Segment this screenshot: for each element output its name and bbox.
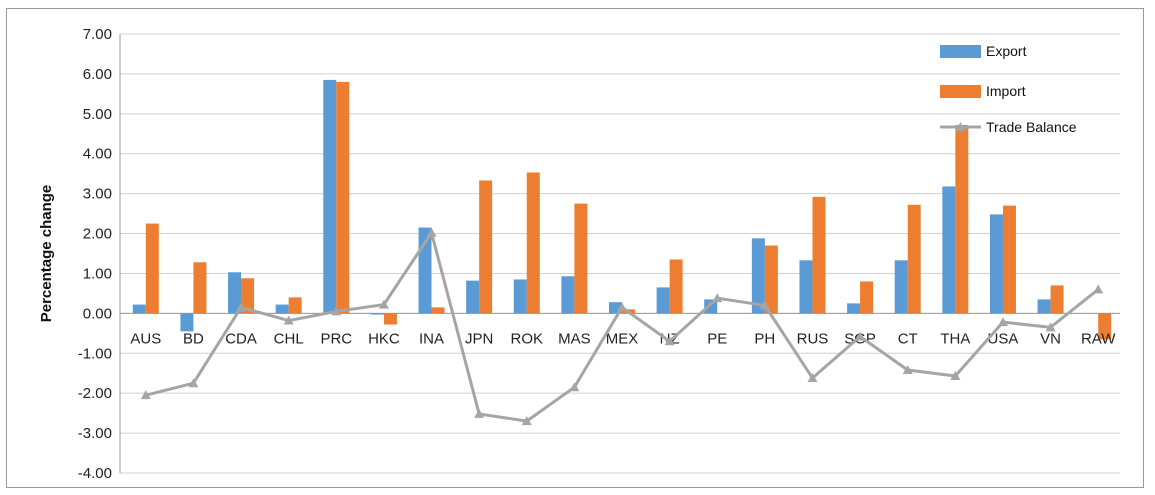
bar-export xyxy=(942,186,956,314)
bar-import xyxy=(907,204,921,314)
x-tick-label: MAS xyxy=(558,330,591,347)
trade-balance-marker xyxy=(331,306,342,316)
bar-import xyxy=(383,313,397,325)
y-tick-label: -1.00 xyxy=(78,345,112,362)
bar-import xyxy=(431,307,445,314)
x-tick-label: MEX xyxy=(606,330,639,347)
bar-import xyxy=(812,196,826,314)
x-tick-label: CHL xyxy=(274,330,304,347)
y-tick-label: -3.00 xyxy=(78,425,112,442)
x-tick-label: HKC xyxy=(368,330,400,347)
x-tick-label: ROK xyxy=(511,330,544,347)
bar-export xyxy=(894,260,908,314)
x-tick-label: BD xyxy=(183,330,204,347)
y-tick-label: 7.00 xyxy=(83,26,112,43)
trade-balance-marker xyxy=(140,390,151,400)
bar-export xyxy=(180,313,194,332)
bar-export xyxy=(1037,299,1051,314)
x-tick-label: INA xyxy=(419,330,444,347)
bar-import xyxy=(955,124,969,314)
x-tick-label: USA xyxy=(988,330,1019,347)
bar-export xyxy=(513,279,527,314)
y-tick-label: 3.00 xyxy=(83,186,112,203)
bar-import xyxy=(1050,285,1064,314)
bar-import xyxy=(860,281,874,314)
bar-export xyxy=(799,260,813,314)
bar-import xyxy=(1002,205,1016,314)
bar-export xyxy=(466,280,480,314)
x-tick-label: AUS xyxy=(130,330,161,347)
trade-balance-marker xyxy=(378,299,389,309)
trade-balance-marker xyxy=(997,317,1008,327)
x-tick-label: PRC xyxy=(320,330,352,347)
y-tick-label: -4.00 xyxy=(78,465,112,482)
trade-balance-marker xyxy=(855,331,866,341)
legend-label: Trade Balance xyxy=(986,119,1077,135)
bar-export xyxy=(561,276,575,314)
legend-swatch-export xyxy=(940,45,981,58)
x-tick-label: RAW xyxy=(1081,330,1116,347)
trade-balance-marker xyxy=(569,382,580,392)
bar-export xyxy=(323,79,337,314)
bar-export xyxy=(609,302,622,314)
trade-balance-marker xyxy=(188,378,199,388)
bar-export xyxy=(228,272,242,314)
trade-balance-marker xyxy=(474,408,485,418)
bar-export xyxy=(132,304,146,314)
y-tick-label: 6.00 xyxy=(83,66,112,83)
bar-import xyxy=(574,203,588,314)
x-tick-label: JPN xyxy=(465,330,493,347)
x-tick-label: PH xyxy=(754,330,775,347)
y-tick-label: 2.00 xyxy=(83,226,112,243)
bar-export xyxy=(275,304,289,314)
y-tick-label: 5.00 xyxy=(83,106,112,123)
bar-import xyxy=(336,81,350,314)
x-tick-label: THA xyxy=(940,330,970,347)
y-tick-label: 4.00 xyxy=(83,146,112,163)
legend-marker-trade-balance xyxy=(955,122,966,131)
trade-balance-marker xyxy=(521,416,532,426)
bar-export xyxy=(989,214,1003,314)
legend-label: Import xyxy=(986,83,1026,99)
trade-balance-marker xyxy=(950,371,961,381)
y-tick-label: 1.00 xyxy=(83,265,112,282)
x-tick-label: VN xyxy=(1040,330,1061,347)
trade-balance-marker xyxy=(236,302,247,312)
x-tick-label: PE xyxy=(707,330,727,347)
legend-swatch-import xyxy=(940,85,981,98)
trade-balance-marker xyxy=(1093,284,1104,294)
bar-import xyxy=(526,172,540,314)
bar-import xyxy=(241,278,255,314)
x-tick-label: CDA xyxy=(225,330,257,347)
trade-balance-marker xyxy=(759,300,770,310)
trade-balance-marker xyxy=(902,365,913,375)
trade-balance-marker xyxy=(283,315,294,325)
bar-import xyxy=(764,245,778,314)
trade-balance-marker xyxy=(807,373,818,383)
legend-label: Export xyxy=(986,43,1027,59)
trade-balance-marker xyxy=(712,293,723,303)
bar-export xyxy=(656,287,670,314)
bar-import xyxy=(669,259,683,314)
y-axis-title: Percentage change xyxy=(38,185,55,323)
trade-balance-marker xyxy=(664,336,675,346)
bar-import xyxy=(193,262,207,314)
bar-import xyxy=(288,297,302,314)
bar-export xyxy=(751,238,765,314)
y-tick-label: -2.00 xyxy=(78,385,112,402)
trade-balance-marker xyxy=(617,302,627,312)
x-tick-label: CT xyxy=(898,330,918,347)
bar-export xyxy=(370,313,384,315)
bar-import xyxy=(1098,313,1112,340)
bar-export xyxy=(847,303,861,314)
bar-import xyxy=(145,223,159,314)
bar-import xyxy=(479,180,493,314)
x-tick-label: RUS xyxy=(797,330,829,347)
trade-balance-marker xyxy=(426,227,437,237)
y-tick-label: 0.00 xyxy=(83,305,112,322)
trade-balance-marker xyxy=(1045,322,1056,332)
